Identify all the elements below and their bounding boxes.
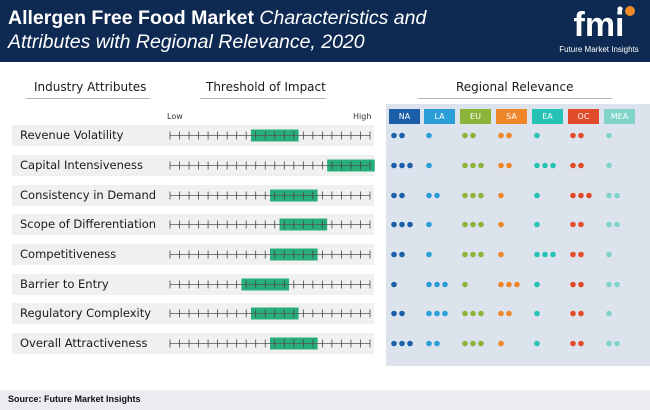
region-header-mea: MEA [604, 109, 635, 124]
attribute-label: Consistency in Demand [20, 188, 157, 202]
title-bold: Allergen Free Food Market [8, 7, 254, 29]
regional-column-header: Regional Relevance [456, 80, 574, 94]
region-header-oc: OC [568, 109, 599, 124]
threshold-column-header: Threshold of Impact [206, 80, 326, 94]
region-header-eu: EU [460, 109, 491, 124]
title-italic-line-2: Attributes with Regional Relevance, 2020 [8, 31, 365, 53]
svg-text:fmi: fmi [574, 6, 625, 43]
title-italic-line-1: Characteristics and [253, 7, 427, 29]
fmi-logo-text: Future Market Insights [559, 45, 639, 54]
attribute-label: Competitiveness [20, 247, 117, 261]
region-header-ea: EA [532, 109, 563, 124]
scale-low-label: Low [167, 112, 183, 121]
attribute-label: Regulatory Complexity [20, 306, 152, 320]
attribute-label: Barrier to Entry [20, 277, 109, 291]
region-header-sa: SA [496, 109, 527, 124]
scale-high-label: High [353, 112, 372, 121]
attribute-label: Revenue Volatility [20, 128, 124, 142]
attribute-label: Scope of Differentiation [20, 217, 157, 231]
header-banner: Allergen Free Food Market Characteristic… [0, 0, 650, 62]
footer-bar: Source: Future Market Insights [0, 390, 650, 410]
attribute-label: Overall Attractiveness [20, 336, 148, 350]
chart-title: Allergen Free Food Market Characteristic… [8, 6, 528, 54]
attribute-label: Capital Intensiveness [20, 158, 143, 172]
regional-relevance-panel [386, 104, 650, 366]
attributes-header-rule [26, 98, 150, 99]
source-note: Source: Future Market Insights [8, 394, 141, 404]
threshold-header-rule [200, 98, 326, 99]
attributes-column-header: Industry Attributes [34, 80, 147, 94]
region-header-na: NA [389, 109, 420, 124]
fmi-logo: fmi Future Market Insights [556, 5, 642, 57]
region-header-la: LA [424, 109, 455, 124]
regional-header-rule [418, 98, 612, 99]
fmi-logo-mark: fmi [574, 6, 635, 43]
